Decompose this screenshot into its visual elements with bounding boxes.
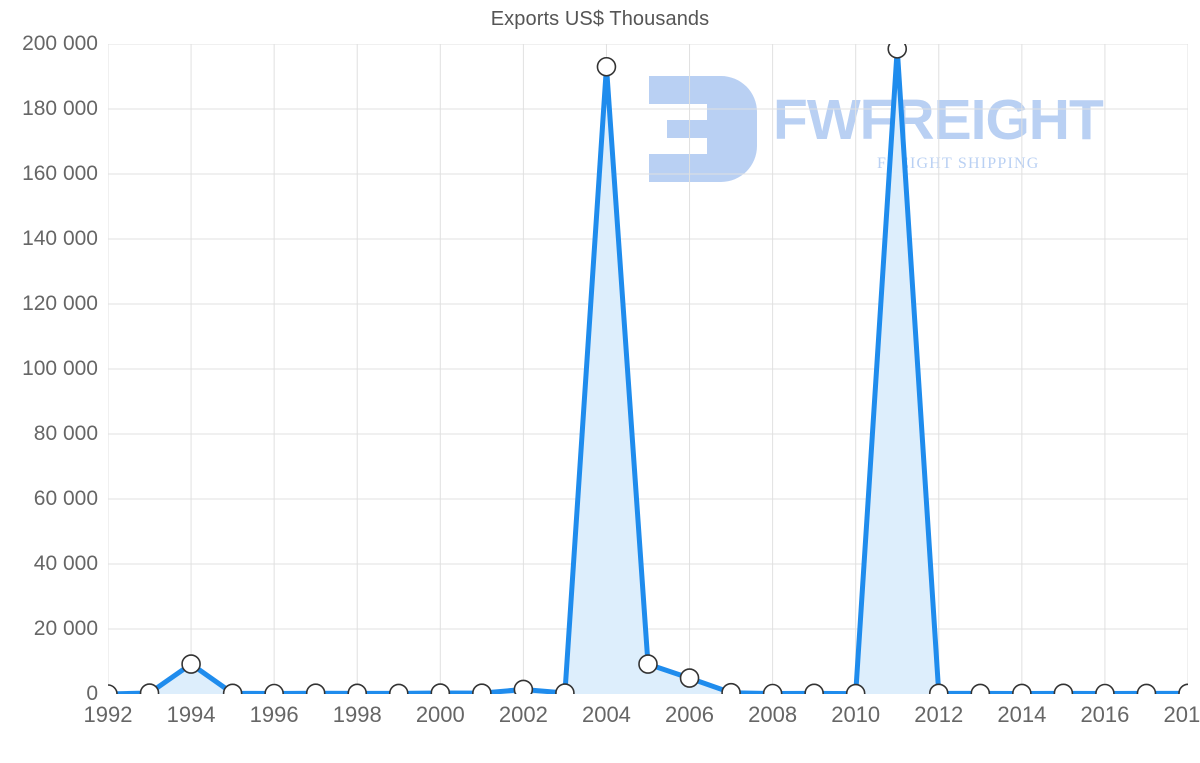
data-point-marker[interactable]: [265, 685, 283, 694]
y-axis-tick-label: 160 000: [22, 162, 98, 185]
data-point-marker[interactable]: [224, 684, 242, 694]
data-point-marker[interactable]: [805, 684, 823, 694]
data-point-marker[interactable]: [1137, 684, 1155, 694]
x-axis-tick-label: 2018: [1163, 702, 1200, 727]
x-axis-tick-label: 2008: [748, 702, 798, 727]
y-axis-tick-label: 40 000: [33, 552, 98, 575]
y-axis-tick-labels: 0 20 000 40 000 60 000 80 000 100 000 120 000 1…: [0, 0, 98, 763]
y-axis-tick-label: 200 000: [22, 32, 98, 55]
y-axis-tick-label: 80 000: [33, 422, 98, 445]
data-point-marker[interactable]: [888, 44, 906, 58]
data-point-marker[interactable]: [597, 58, 615, 76]
y-axis-tick-label: 180 000: [22, 97, 98, 120]
chart-title: Exports US$ Thousands: [490, 8, 710, 30]
y-axis-tick-label: 100 000: [22, 357, 98, 380]
data-point-marker[interactable]: [307, 684, 325, 694]
data-point-marker[interactable]: [971, 684, 989, 694]
data-point-marker[interactable]: [390, 684, 408, 694]
y-axis-tick-label: 0: [86, 682, 98, 705]
data-point-marker[interactable]: [556, 684, 574, 694]
data-point-marker[interactable]: [141, 684, 159, 694]
y-axis-tick-label: 120 000: [22, 292, 98, 315]
grid-lines: [108, 44, 1188, 694]
data-point-marker[interactable]: [108, 685, 117, 694]
data-point-marker[interactable]: [764, 685, 782, 694]
y-axis-tick-label: 20 000: [33, 617, 98, 640]
x-axis-tick-label: 2002: [498, 702, 548, 727]
data-point-marker[interactable]: [431, 684, 449, 694]
data-point-marker[interactable]: [348, 684, 366, 694]
x-axis-tick-label: 2012: [914, 702, 964, 727]
data-point-marker[interactable]: [722, 684, 740, 694]
y-axis-tick-label: 140 000: [22, 227, 98, 250]
x-axis-tick-label: 1998: [332, 702, 382, 727]
data-point-marker[interactable]: [473, 684, 491, 694]
data-point-marker[interactable]: [1179, 684, 1188, 694]
data-point-marker[interactable]: [514, 680, 532, 694]
y-axis-tick-label: 60 000: [33, 487, 98, 510]
data-point-marker[interactable]: [1096, 685, 1114, 694]
x-axis-tick-label: 2004: [581, 702, 631, 727]
plot-area: [108, 44, 1188, 694]
x-axis-tick-label: 2016: [1080, 702, 1130, 727]
data-point-marker[interactable]: [182, 655, 200, 673]
series-markers: [108, 44, 1188, 694]
data-point-marker[interactable]: [1013, 684, 1031, 694]
data-point-marker[interactable]: [1054, 684, 1072, 694]
x-axis-tick-label: 2014: [997, 702, 1047, 727]
data-point-marker[interactable]: [681, 669, 699, 687]
data-point-marker[interactable]: [639, 655, 657, 673]
x-axis-tick-label: 1994: [166, 702, 216, 727]
data-point-marker[interactable]: [930, 684, 948, 694]
x-axis-tick-label: 1992: [83, 702, 133, 727]
x-axis-tick-label: 1996: [249, 702, 299, 727]
data-point-marker[interactable]: [847, 685, 865, 694]
x-axis-tick-label: 2000: [415, 702, 465, 727]
x-axis-tick-label: 2006: [665, 702, 715, 727]
x-axis-tick-label: 2010: [831, 702, 881, 727]
series-area-fill: [108, 48, 1188, 694]
series-line: [108, 49, 1188, 694]
